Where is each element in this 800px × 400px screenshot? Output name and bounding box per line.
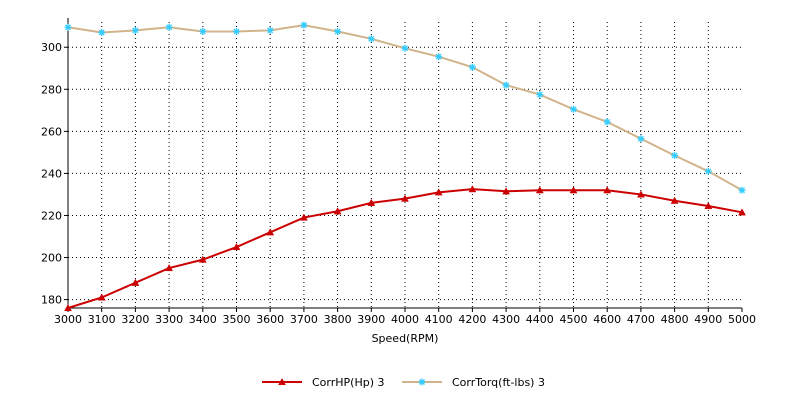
x-tick-label: 3300 — [155, 313, 183, 326]
x-tick-label: 3600 — [256, 313, 284, 326]
x-tick-label: 4600 — [593, 313, 621, 326]
x-tick-label: 3900 — [357, 313, 385, 326]
axes — [64, 18, 743, 312]
data-point-corr-torq — [536, 91, 544, 99]
x-tick-label: 3200 — [121, 313, 149, 326]
data-point-corr-hp — [468, 185, 477, 193]
y-tick-label: 200 — [41, 252, 62, 265]
x-tick-label: 3700 — [290, 313, 318, 326]
x-tick-label: 3400 — [189, 313, 217, 326]
data-point-corr-torq — [165, 23, 173, 31]
data-point-corr-torq — [401, 44, 409, 52]
x-tick-label: 4800 — [661, 313, 689, 326]
data-point-corr-torq — [266, 26, 274, 34]
x-tick-label: 4400 — [526, 313, 554, 326]
data-point-corr-torq — [603, 118, 611, 126]
y-tick-label: 280 — [41, 83, 62, 96]
x-tick-label: 3500 — [223, 313, 251, 326]
data-point-corr-hp — [738, 208, 746, 216]
x-tick-label: 4900 — [694, 313, 722, 326]
data-point-corr-torq — [199, 27, 207, 35]
legend-marker-corr-hp — [278, 377, 286, 386]
y-tick-label: 220 — [41, 209, 62, 222]
legend-label-corr-hp: CorrHP(Hp) 3 — [312, 376, 385, 389]
data-point-corr-hp — [434, 188, 443, 196]
x-axis-title: Speed(RPM) — [372, 332, 439, 345]
data-point-corr-hp — [333, 207, 342, 215]
data-point-corr-hp — [569, 186, 578, 194]
x-tick-label: 3100 — [88, 313, 116, 326]
x-tick-label: 3000 — [54, 313, 82, 326]
data-point-corr-torq — [334, 27, 342, 35]
series-layer — [64, 21, 746, 312]
x-tick-label: 4700 — [627, 313, 655, 326]
data-point-corr-torq — [570, 105, 577, 113]
data-point-corr-hp — [64, 303, 72, 312]
data-point-corr-hp — [131, 278, 140, 286]
y-tick-label: 300 — [41, 41, 62, 54]
data-point-corr-hp — [232, 242, 241, 251]
x-tick-label: 4200 — [458, 313, 486, 326]
data-point-corr-hp — [266, 228, 275, 236]
data-point-corr-torq — [64, 23, 72, 31]
data-point-corr-torq — [468, 63, 476, 71]
data-point-corr-torq — [738, 186, 746, 194]
data-point-corr-torq — [502, 81, 510, 89]
data-point-corr-hp — [704, 201, 713, 210]
data-point-corr-hp — [97, 293, 106, 301]
data-point-corr-hp — [299, 213, 308, 221]
data-point-corr-hp — [165, 264, 174, 272]
y-tick-label: 180 — [41, 294, 62, 307]
data-point-corr-torq — [300, 21, 308, 29]
x-tick-label: 4100 — [425, 313, 453, 326]
data-point-corr-torq — [367, 35, 375, 43]
x-tick-label: 4300 — [492, 313, 520, 326]
data-point-corr-hp — [401, 194, 409, 202]
data-point-corr-hp — [670, 196, 679, 204]
y-tick-label: 240 — [41, 167, 62, 180]
x-tick-label: 4500 — [560, 313, 588, 326]
data-point-corr-torq — [435, 53, 443, 61]
legend-label-corr-torq: CorrTorq(ft-lbs) 3 — [452, 376, 545, 389]
legend-marker-corr-torq — [418, 378, 426, 386]
data-point-corr-hp — [636, 190, 645, 198]
x-tick-label: 3800 — [324, 313, 352, 326]
data-point-corr-torq — [233, 27, 240, 35]
data-point-corr-torq — [704, 167, 712, 175]
data-point-corr-hp — [198, 255, 207, 263]
data-point-corr-hp — [535, 186, 544, 194]
x-tick-label: 5000 — [728, 313, 756, 326]
data-point-corr-torq — [637, 135, 645, 143]
data-point-corr-torq — [131, 26, 139, 34]
data-point-corr-torq — [98, 29, 106, 37]
data-point-corr-hp — [603, 186, 612, 194]
data-point-corr-torq — [671, 152, 679, 160]
data-point-corr-hp — [502, 187, 511, 195]
tick-labels: 3000 3100 3200 3300 3400 3500 3600 3700 3800 3900… — [41, 41, 756, 326]
y-tick-label: 260 — [41, 125, 62, 138]
data-point-corr-hp — [367, 198, 376, 206]
x-tick-label: 4000 — [391, 313, 419, 326]
legend: CorrHP(Hp) 3 CorrTorq(ft-lbs) 3 — [262, 376, 545, 389]
